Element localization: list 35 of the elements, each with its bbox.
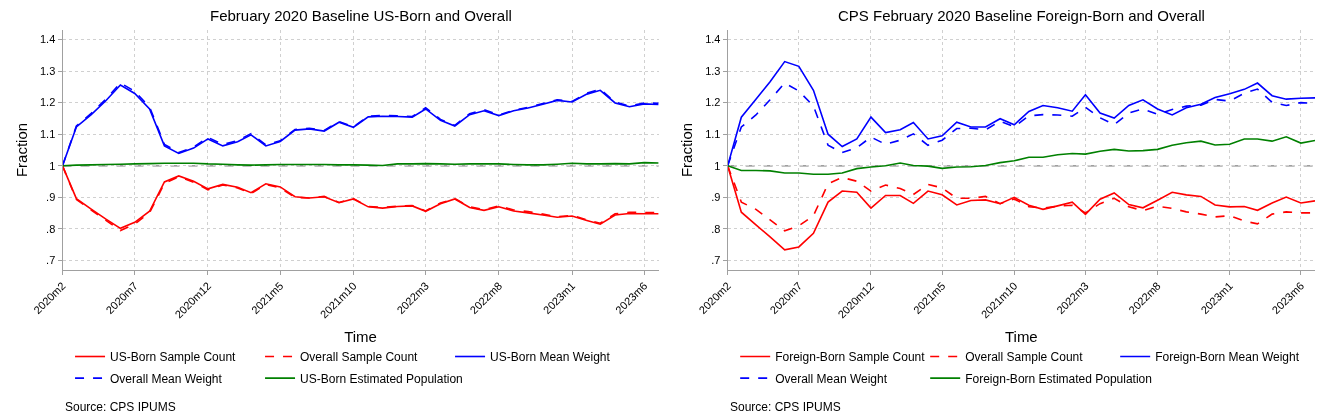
y-tick-label: 1.4 bbox=[40, 33, 56, 46]
line-series bbox=[727, 135, 1315, 176]
source-note: Source: CPS IPUMS bbox=[65, 400, 176, 414]
y-tick-label: .9 bbox=[46, 191, 56, 204]
legend-label: Overall Sample Count bbox=[300, 350, 419, 365]
legend-label: US-Born Estimated Population bbox=[300, 371, 463, 386]
legend-label: Overall Mean Weight bbox=[775, 371, 888, 386]
source-note: Source: CPS IPUMS bbox=[730, 400, 841, 414]
x-axis-title: Time bbox=[344, 328, 377, 346]
y-tick-label: 1.3 bbox=[705, 64, 721, 77]
y-tick-label: 1.2 bbox=[40, 96, 56, 109]
y-tick-label: 1.1 bbox=[40, 128, 56, 141]
y-tick-label: 1 bbox=[714, 159, 721, 172]
legend-label: Overall Mean Weight bbox=[110, 371, 223, 386]
legend-label: US-Born Mean Weight bbox=[490, 350, 611, 365]
legend-label: Foreign-Born Estimated Population bbox=[965, 371, 1152, 386]
y-tick-label: 1.4 bbox=[705, 33, 721, 46]
y-tick-label: .7 bbox=[711, 254, 721, 267]
legend-label: Foreign-Born Sample Count bbox=[775, 350, 926, 365]
y-tick-label: .8 bbox=[711, 222, 721, 235]
chart-title: February 2020 Baseline US-Born and Overall bbox=[210, 7, 512, 24]
y-tick-label: 1.1 bbox=[705, 128, 721, 141]
legend-label: Overall Sample Count bbox=[965, 350, 1084, 365]
y-tick-label: 1.2 bbox=[705, 96, 721, 109]
legend-label: US-Born Sample Count bbox=[110, 350, 237, 365]
chart-title: CPS February 2020 Baseline Foreign-Born and Overall bbox=[838, 7, 1205, 24]
y-tick-label: .9 bbox=[711, 191, 721, 204]
y-tick-label: .8 bbox=[46, 222, 56, 235]
y-tick-label: 1 bbox=[49, 159, 56, 172]
y-axis-title: Fraction bbox=[678, 122, 696, 178]
y-axis-title: Fraction bbox=[13, 122, 31, 178]
y-tick-label: 1.3 bbox=[40, 64, 56, 77]
legend-label: Foreign-Born Mean Weight bbox=[1155, 350, 1300, 365]
x-axis-title: Time bbox=[1004, 328, 1038, 346]
y-tick-label: .7 bbox=[46, 254, 56, 267]
